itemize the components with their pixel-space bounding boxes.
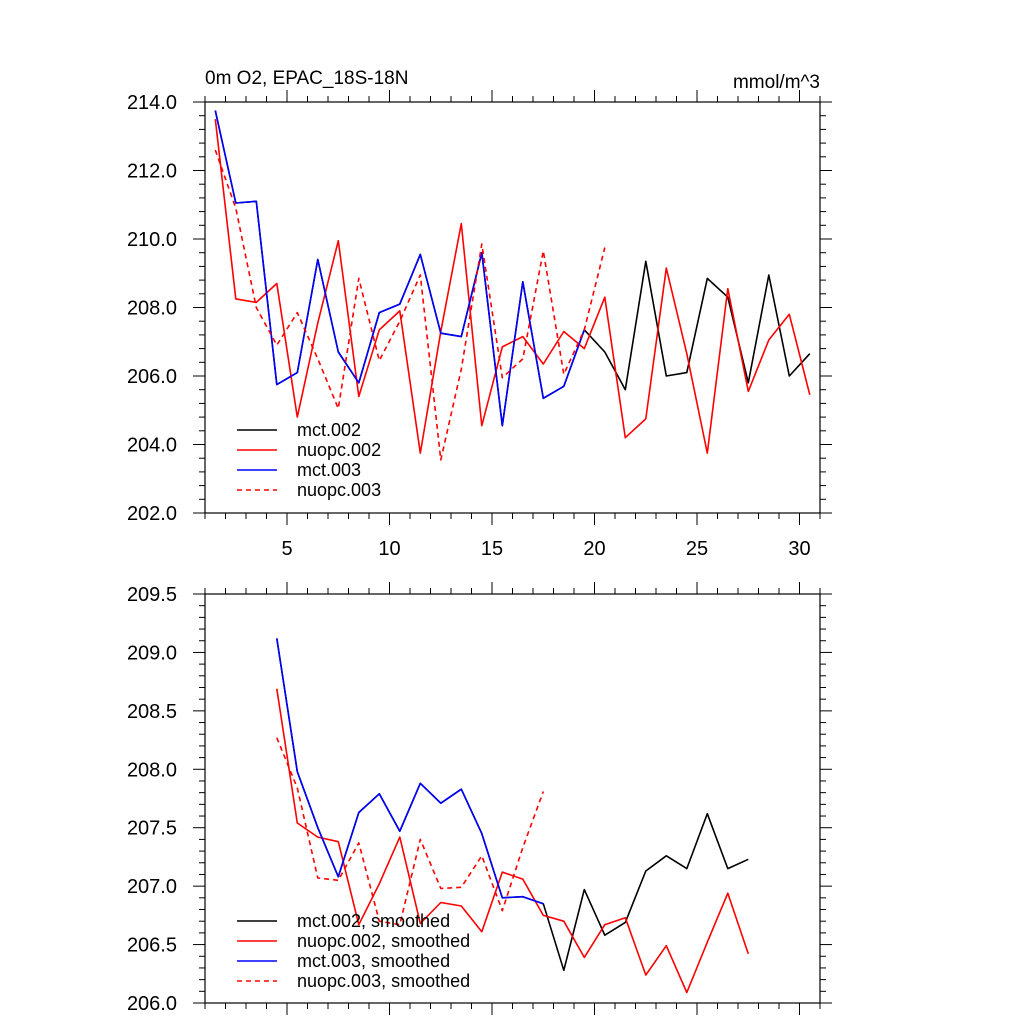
y-tick-label: 206.0 — [127, 993, 177, 1015]
y-tick-label: 207.5 — [127, 818, 177, 840]
y-tick-label: 208.5 — [127, 701, 177, 723]
x-tick-label: 15 — [481, 538, 503, 560]
y-tick-label: 209.5 — [127, 584, 177, 606]
x-tick-label: 30 — [788, 538, 810, 560]
series-line-nuopc-003 — [214, 149, 606, 461]
series-line-mct-003-smoothed — [276, 638, 544, 905]
series-line-mct-003 — [214, 110, 586, 427]
y-tick-label: 202.0 — [127, 503, 177, 525]
chart-title: 0m O2, EPAC_18S-18N — [205, 68, 408, 89]
y-tick-label: 208.0 — [127, 298, 177, 320]
y-tick-label: 204.0 — [127, 435, 177, 457]
series-line-nuopc-002 — [214, 119, 811, 454]
y-tick-label: 207.0 — [127, 876, 177, 898]
top-panel: 202.0 204.0 206.0 208.0 210.0 212.0 214.0 5 10 15… — [127, 68, 832, 560]
legend-label: nuopc.002, smoothed — [297, 931, 470, 951]
y-tick-label: 208.0 — [127, 759, 177, 781]
legend-label: mct.003, smoothed — [297, 951, 450, 971]
y-tick-label: 214.0 — [127, 92, 177, 114]
legend-label: nuopc.003, smoothed — [297, 971, 470, 991]
bottom-panel: 206.0 206.5 207.0 207.5 208.0 208.5 209.0 209.5… — [127, 582, 832, 1015]
legend-label: mct.002 — [297, 420, 361, 440]
y-tick-label: 209.0 — [127, 642, 177, 664]
legend-label: nuopc.003 — [297, 480, 381, 500]
legend-label: mct.003 — [297, 460, 361, 480]
y-tick-label: 206.0 — [127, 366, 177, 388]
series-line-nuopc-003-smoothed — [276, 737, 545, 926]
legend-label: mct.002, smoothed — [297, 911, 450, 931]
units-label: mmol/m^3 — [733, 72, 820, 93]
x-tick-label: 20 — [583, 538, 605, 560]
y-tick-label: 210.0 — [127, 229, 177, 251]
y-tick-label: 212.0 — [127, 161, 177, 183]
series-line-nuopc-002-smoothed — [276, 688, 750, 994]
y-tick-label: 206.5 — [127, 935, 177, 957]
series-line-mct-002 — [214, 110, 811, 427]
x-tick-label: 10 — [378, 538, 400, 560]
x-tick-label: 25 — [686, 538, 708, 560]
legend-label: nuopc.002 — [297, 440, 381, 460]
x-tick-label: 5 — [281, 538, 292, 560]
